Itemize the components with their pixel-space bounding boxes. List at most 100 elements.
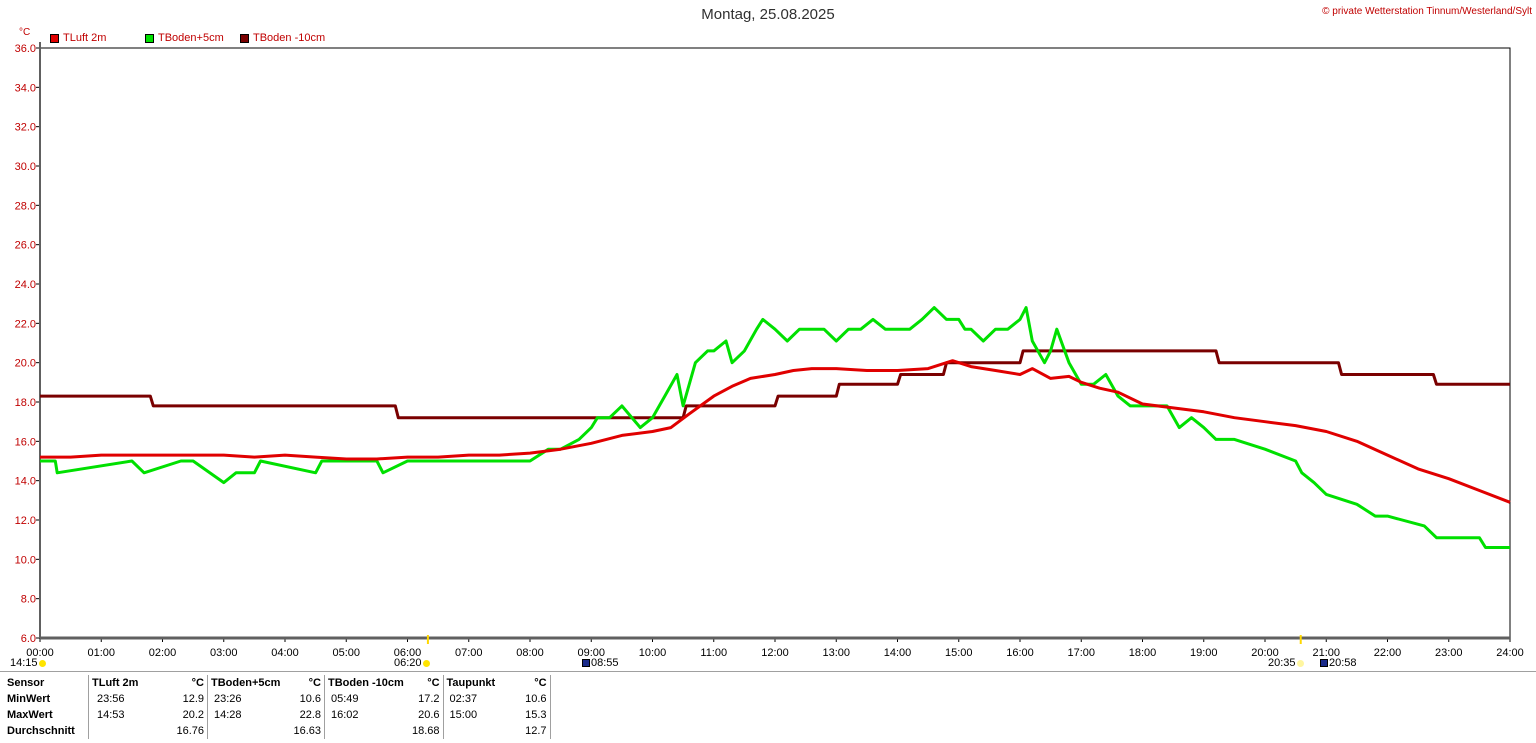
moonset-text: 20:58 [1329,657,1357,669]
stats-header-sensor: Sensor [7,677,45,689]
x-tick-label: 05:00 [332,647,360,659]
plot-area [39,47,1511,639]
x-tick-label: 07:00 [455,647,483,659]
y-tick-label: 6.0 [21,633,36,645]
x-tick-label: 16:00 [1006,647,1034,659]
stats-row-max: MaxWert 14:53 20.2 14:28 22.8 16:02 20.6… [4,707,557,723]
stats-time: 05:49 [324,691,409,707]
legend-item-tluft: TLuft 2m [50,32,106,44]
legend-item-tboden5: TBoden+5cm [145,32,224,44]
y-tick-label: 24.0 [15,279,36,291]
x-tick-label: 20:00 [1251,647,1279,659]
sunset-label: 20:35 [1268,657,1304,669]
stats-divider [0,671,1536,672]
x-tick-label: 03:00 [210,647,238,659]
stats-time: 23:56 [88,691,165,707]
stats-header-tboden10: TBoden -10cm [324,675,409,691]
moonset-label: 20:58 [1320,657,1357,669]
sunset-text: 20:35 [1268,657,1296,669]
x-tick-label: 17:00 [1067,647,1095,659]
stats-header-unit: °C [534,677,547,689]
stats-time [324,723,409,739]
x-tick-label: 11:00 [700,647,727,659]
stats-value: 20.2 [182,709,204,721]
stats-time [442,723,510,739]
stats-value: 10.6 [525,693,547,705]
y-tick-label: 20.0 [15,358,36,370]
chart-series [40,306,1511,549]
stats-row-avg: Durchschnitt 16.76 16.63 18.68 12.7 [4,723,557,739]
x-tick-label: 02:00 [149,647,177,659]
legend-swatch-red [50,33,59,43]
x-tick-label: 14:00 [884,647,912,659]
stats-value: 10.6 [299,693,321,705]
stats-header-unit: °C [308,677,321,689]
stats-end [549,675,557,691]
stats-time: 15:00 [442,707,510,723]
y-axis-unit: °C [19,27,31,38]
sun-icon [1296,659,1304,667]
stats-time [207,723,288,739]
stats-time [88,723,165,739]
moonrise-label: 08:55 [582,657,619,669]
chart-axes [36,42,1511,644]
legend-label-tluft: TLuft 2m [63,32,107,44]
x-tick-label: 22:00 [1374,647,1402,659]
y-tick-label: 32.0 [15,122,36,134]
y-tick-label: 30.0 [15,161,36,173]
x-tick-label: 21:00 [1312,647,1340,659]
stats-header-taupunkt: Taupunkt [442,675,510,691]
series-line-0 [40,359,1511,504]
y-tick-label: 22.0 [15,318,36,330]
stats-header-unit: °C [191,677,204,689]
legend-item-tboden10: TBoden -10cm [240,32,325,44]
stats-header-unit: °C [427,677,440,689]
x-tick-label: 18:00 [1129,647,1157,659]
x-tick-label: 09:00 [577,647,605,659]
legend-label-tboden10: TBoden -10cm [253,32,326,44]
stats-end [549,723,557,739]
y-tick-label: 28.0 [15,200,36,212]
y-tick-label: 34.0 [15,82,36,94]
legend-label-tboden5: TBoden+5cm [158,32,224,44]
x-tick-label: 00:00 [26,647,54,659]
stats-header-row: Sensor TLuft 2m °C TBoden+5cm °C TBoden … [4,675,557,691]
copyright-notice: © private Wetterstation Tinnum/Westerlan… [1322,6,1532,17]
stats-time: 23:26 [207,691,288,707]
stats-time: 16:02 [324,707,409,723]
y-tick-label: 16.0 [15,436,36,448]
stats-value: 20.6 [418,709,440,721]
x-tick-label: 10:00 [639,647,667,659]
chart-title: Montag, 25.08.2025 [701,6,835,23]
stats-table: Sensor TLuft 2m °C TBoden+5cm °C TBoden … [4,675,557,739]
chart-tick-labels: 6.0 8.0 10.0 12.0 14.0 16.0 18.0 20.0 22.0 24.0 26… [15,43,1524,659]
x-tick-label: 23:00 [1435,647,1463,659]
stats-time: 14:28 [207,707,288,723]
series-line-2 [40,349,1510,420]
sunrise-label: 06:20 [394,657,430,669]
stats-value: 18.68 [412,725,440,737]
stats-label: MaxWert [7,709,53,721]
y-tick-label: 8.0 [21,594,36,606]
y-tick-label: 10.0 [15,554,36,566]
stats-time: 14:53 [88,707,165,723]
x-tick-label: 19:00 [1190,647,1218,659]
stats-value: 16.63 [293,725,321,737]
sun-icon [422,659,430,667]
stats-end [549,707,557,723]
x-tick-label: 04:00 [271,647,299,659]
moonrise-text: 08:55 [591,657,619,669]
x-tick-label: 08:00 [516,647,544,659]
sunrise-text: 06:20 [394,657,422,669]
y-tick-label: 14.0 [15,476,36,488]
stats-value: 17.2 [418,693,440,705]
sun-time-left-text: 14:15 [10,657,38,669]
moon-icon [1320,659,1328,668]
sun-time-left: 14:15 [10,657,46,669]
stats-label: Durchschnitt [7,725,75,737]
stats-end [549,691,557,707]
stats-value: 22.8 [299,709,321,721]
y-tick-label: 18.0 [15,397,36,409]
stats-label: MinWert [7,693,51,705]
